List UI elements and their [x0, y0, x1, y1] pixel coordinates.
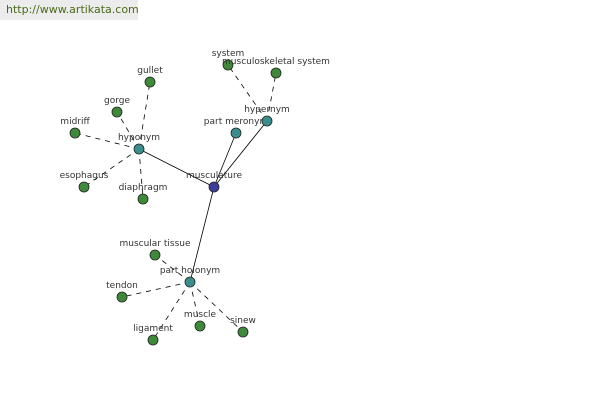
node-label: hyponym	[118, 133, 160, 143]
node-circle[interactable]	[184, 276, 196, 288]
edge-esophagus	[83, 148, 140, 188]
edge-sinew	[189, 281, 244, 333]
root-node-musculature[interactable]: musculature	[186, 171, 243, 193]
edge-midriff	[74, 132, 140, 150]
edge-part-meronym	[213, 132, 237, 188]
node-sinew[interactable]: sinew	[230, 316, 256, 338]
node-circle[interactable]	[69, 127, 81, 139]
node-circle[interactable]	[78, 181, 90, 193]
relation-node-part-meronym[interactable]: part meronym	[204, 117, 268, 139]
node-muscular-tissue[interactable]: muscular tissue	[119, 239, 191, 261]
node-tendon[interactable]: tendon	[106, 281, 138, 303]
node-musculoskeletal-system[interactable]: musculoskeletal system	[222, 57, 330, 79]
node-system[interactable]: system	[212, 49, 245, 71]
node-label: gullet	[137, 66, 163, 76]
edge-hypernym	[213, 120, 268, 188]
node-midriff[interactable]: midriff	[60, 117, 90, 139]
node-label: part meronym	[204, 117, 268, 127]
node-circle[interactable]	[116, 291, 128, 303]
edge-system	[227, 64, 268, 122]
node-circle[interactable]	[208, 181, 220, 193]
edge-muscular-tissue	[154, 254, 191, 283]
edge-gorge	[116, 111, 140, 150]
node-label: gorge	[104, 96, 130, 106]
edge-muscle	[189, 281, 201, 327]
node-esophagus[interactable]: esophagus	[60, 171, 109, 193]
edge-hyponym	[138, 148, 215, 188]
node-diaphragm[interactable]: diaphragm	[119, 183, 168, 205]
node-circle[interactable]	[270, 67, 282, 79]
node-label: sinew	[230, 316, 256, 326]
node-circle[interactable]	[144, 76, 156, 88]
node-circle[interactable]	[149, 249, 161, 261]
node-label: hypernym	[244, 105, 290, 115]
node-circle[interactable]	[222, 59, 234, 71]
node-label: muscular tissue	[119, 239, 191, 249]
relation-node-part-holonym[interactable]: part holonym	[160, 266, 220, 288]
edge-tendon	[121, 281, 191, 298]
node-label: muscle	[184, 310, 217, 320]
relation-node-hyponym[interactable]: hyponym	[118, 133, 160, 155]
node-label: part holonym	[160, 266, 220, 276]
relation-node-hypernym[interactable]: hypernym	[244, 105, 290, 127]
node-circle[interactable]	[261, 115, 273, 127]
node-label: diaphragm	[119, 183, 168, 193]
edge-gullet	[138, 81, 151, 150]
node-circle[interactable]	[133, 143, 145, 155]
node-gullet[interactable]: gullet	[137, 66, 163, 88]
node-label: tendon	[106, 281, 138, 291]
node-gorge[interactable]: gorge	[104, 96, 130, 118]
node-circle[interactable]	[194, 320, 206, 332]
node-circle[interactable]	[237, 326, 249, 338]
edge-musculoskeletal-system	[266, 72, 277, 122]
node-circle[interactable]	[230, 127, 242, 139]
node-circle[interactable]	[137, 193, 149, 205]
node-ligament[interactable]: ligament	[133, 324, 173, 346]
node-muscle[interactable]: muscle	[184, 310, 217, 332]
watermark-url: http://www.artikata.com	[0, 0, 139, 20]
node-label: system	[212, 49, 245, 59]
node-label: esophagus	[60, 171, 109, 181]
edge-diaphragm	[138, 148, 144, 200]
edge-ligament	[152, 281, 191, 341]
node-label: musculoskeletal system	[222, 57, 330, 67]
node-label: musculature	[186, 171, 243, 181]
node-label: midriff	[60, 117, 90, 127]
node-circle[interactable]	[147, 334, 159, 346]
edge-part-holonym	[189, 186, 215, 283]
node-circle[interactable]	[111, 106, 123, 118]
node-label: ligament	[133, 324, 173, 334]
